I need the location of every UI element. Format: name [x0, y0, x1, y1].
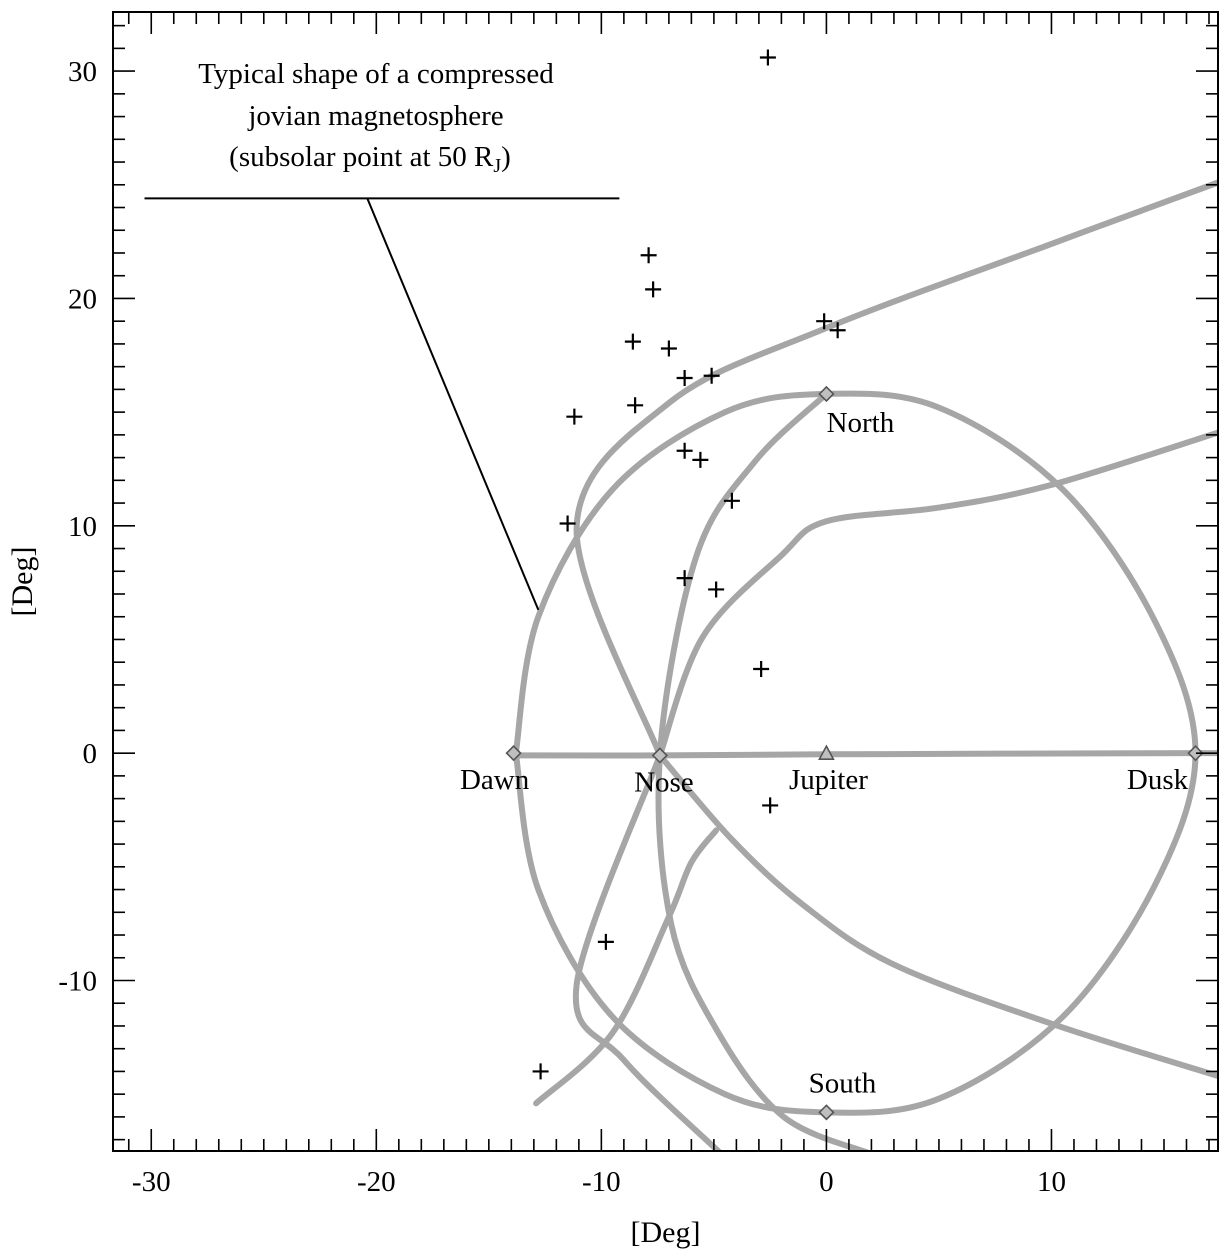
curve-north-leg — [656, 429, 1218, 759]
y-tick-label: -10 — [58, 965, 97, 997]
data-point-plus — [627, 397, 644, 414]
data-point-plus — [762, 797, 779, 814]
data-point-plus — [645, 281, 662, 298]
marker-south — [818, 1104, 835, 1121]
scatter-points-group — [532, 49, 846, 1080]
data-point-plus — [597, 933, 614, 950]
y-tick-label: 10 — [68, 511, 97, 543]
annotation-line-3: (subsolar point at 50 RJ) — [229, 141, 511, 177]
marker-jupiter — [818, 744, 835, 760]
reference-points-group: Dawn Nose Jupiter Dusk North South — [460, 385, 1204, 1121]
plot-frame — [112, 11, 1219, 1152]
y-tick-label: 0 — [83, 738, 98, 770]
curve-outline — [573, 179, 1218, 759]
curves-group — [512, 179, 1218, 1151]
curve-south-arc — [533, 827, 720, 1107]
annotation-subscript: J — [493, 155, 501, 177]
data-point-plus — [723, 492, 740, 509]
marker-north — [818, 385, 835, 403]
data-point-plus — [676, 570, 693, 587]
data-point-plus — [759, 49, 776, 66]
y-axis-label: [Deg] — [6, 547, 39, 617]
data-point-plus — [676, 442, 693, 459]
label-dusk: Dusk — [1127, 764, 1189, 796]
annotation-leader-line — [366, 198, 540, 611]
data-point-plus — [640, 247, 657, 264]
x-axis-label: [Deg] — [631, 1216, 701, 1249]
data-point-plus — [660, 340, 677, 357]
data-point-plus — [676, 370, 693, 387]
data-point-plus — [559, 515, 576, 532]
y-tick-label: 20 — [68, 283, 97, 315]
x-tick-label: 0 — [819, 1166, 834, 1198]
curve-equator — [512, 750, 1218, 759]
ticks-group: -30 -20 -10 0 10 -10 0 10 20 30 — [58, 12, 1218, 1198]
marker-nose — [651, 747, 669, 764]
data-point-plus — [624, 333, 641, 350]
annotation-line-2: jovian magnetosphere — [247, 100, 503, 132]
label-south: South — [809, 1067, 877, 1099]
data-point-plus — [566, 408, 583, 425]
annotation-line-3-text: (subsolar point at 50 R — [229, 141, 494, 173]
data-point-plus — [692, 451, 709, 468]
y-tick-label: 30 — [68, 56, 97, 88]
data-point-plus — [816, 313, 833, 330]
label-jupiter: Jupiter — [789, 764, 868, 796]
x-tick-label: -10 — [582, 1166, 621, 1198]
x-tick-label: 10 — [1037, 1166, 1066, 1198]
annotation-line-1: Typical shape of a compressed — [198, 58, 554, 90]
label-nose: Nose — [634, 766, 694, 798]
label-dawn: Dawn — [460, 764, 530, 796]
label-north: North — [827, 407, 895, 439]
x-tick-label: -20 — [357, 1166, 396, 1198]
data-point-plus — [708, 581, 725, 598]
marker-dusk — [1187, 745, 1204, 762]
curve-south-leg — [656, 752, 1218, 1079]
curve-north-south — [655, 390, 872, 1151]
data-point-plus — [532, 1063, 549, 1080]
data-point-plus — [753, 661, 770, 678]
annotation-group: Typical shape of a compressed jovian mag… — [144, 58, 620, 611]
data-point-plus — [703, 367, 720, 384]
marker-dawn — [505, 745, 522, 762]
curve-outline-lower — [572, 752, 723, 1151]
x-tick-label: -30 — [132, 1166, 171, 1198]
annotation-line-3-close: ) — [501, 141, 511, 173]
data-point-plus — [829, 322, 846, 339]
